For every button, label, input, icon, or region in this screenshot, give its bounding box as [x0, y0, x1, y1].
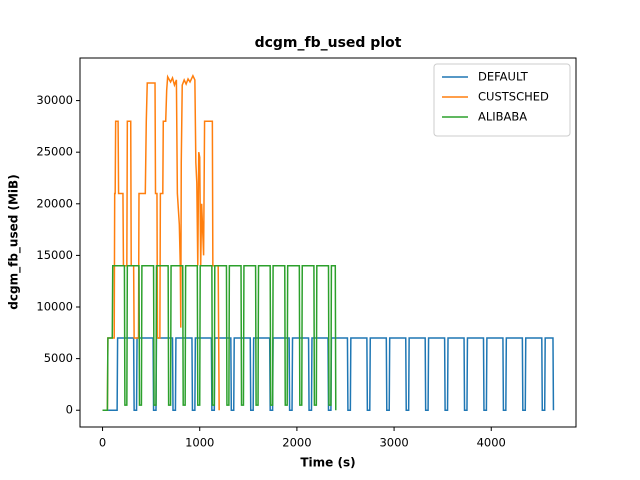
axes-frame — [79, 57, 577, 428]
y-tick-label: 15000 — [36, 248, 73, 262]
legend-box — [433, 63, 571, 137]
y-axis-label: dcgm_fb_used (MiB) — [7, 174, 22, 309]
x-tick-label: 3000 — [379, 436, 408, 450]
y-tick-label: 25000 — [36, 145, 73, 159]
y-tick-label: 0 — [66, 403, 73, 417]
x-tick-label: 2000 — [282, 436, 311, 450]
y-tick-label: 30000 — [36, 93, 73, 107]
legend-label: DEFAULT — [478, 70, 529, 84]
x-tick-label: 0 — [99, 436, 106, 450]
x-tick-label: 4000 — [477, 436, 506, 450]
y-tick-label: 10000 — [36, 300, 73, 314]
x-axis-label: Time (s) — [300, 456, 355, 470]
y-tick-label: 20000 — [36, 196, 73, 210]
legend-label: CUSTSCHED — [478, 90, 549, 104]
series-line — [102, 264, 337, 411]
y-tick-label: 5000 — [44, 351, 73, 365]
chart-title: dcgm_fb_used plot — [255, 35, 402, 51]
legend-label: ALIBABA — [478, 110, 527, 124]
x-tick-label: 1000 — [185, 436, 214, 450]
